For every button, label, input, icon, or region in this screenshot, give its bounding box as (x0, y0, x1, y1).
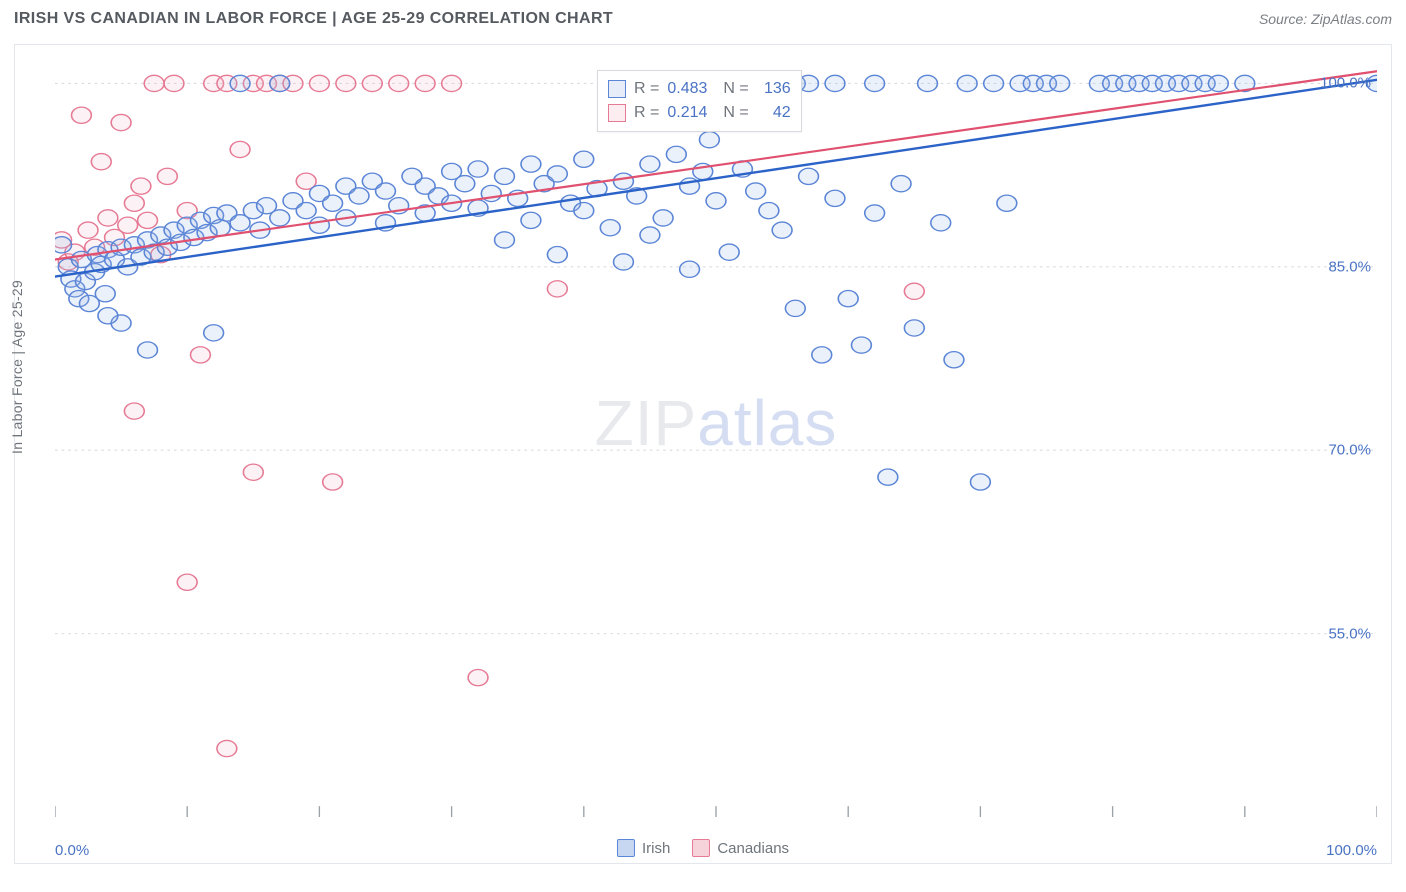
source-attribution: Source: ZipAtlas.com (1259, 11, 1392, 27)
legend-item: Irish (617, 839, 670, 857)
legend-label: Irish (642, 840, 670, 857)
stats-n-label: N = (723, 101, 748, 125)
x-tick-label: 0.0% (55, 842, 89, 859)
stats-r-value: 0.214 (667, 101, 715, 125)
legend-item: Canadians (692, 839, 789, 857)
y-axis-label: In Labor Force | Age 25-29 (9, 280, 25, 454)
stats-n-value: 42 (757, 101, 791, 125)
legend: Irish Canadians (617, 839, 789, 857)
plot-region: ZIPatlas R =0.483N =136R =0.214N =42 (55, 59, 1377, 817)
series-swatch (608, 80, 626, 98)
correlation-stats-box: R = 0.483 N = 136 R = 0.214 N = 42 (597, 70, 802, 132)
chart-area: In Labor Force | Age 25-29 ZIPatlas R =0… (14, 44, 1392, 864)
y-tick-label: 55.0% (1328, 625, 1371, 642)
y-tick-label: 100.0% (1320, 75, 1371, 92)
y-tick-label: 85.0% (1328, 258, 1371, 275)
legend-label: Canadians (717, 840, 789, 857)
chart-title: IRISH VS CANADIAN IN LABOR FORCE | AGE 2… (14, 10, 613, 28)
legend-swatch (692, 839, 710, 857)
legend-swatch (617, 839, 635, 857)
series-swatch (608, 104, 626, 122)
stats-r-label: R = (634, 101, 659, 125)
stats-row: R = 0.483 N = 136 (608, 77, 791, 101)
stats-n-label: N = (723, 77, 748, 101)
stats-row: R = 0.214 N = 42 (608, 101, 791, 125)
stats-n-value: 136 (757, 77, 791, 101)
stats-r-value: 0.483 (667, 77, 715, 101)
scatter-svg (55, 59, 1377, 817)
y-tick-label: 70.0% (1328, 442, 1371, 459)
x-tick-label: 100.0% (1326, 842, 1377, 859)
stats-r-label: R = (634, 77, 659, 101)
